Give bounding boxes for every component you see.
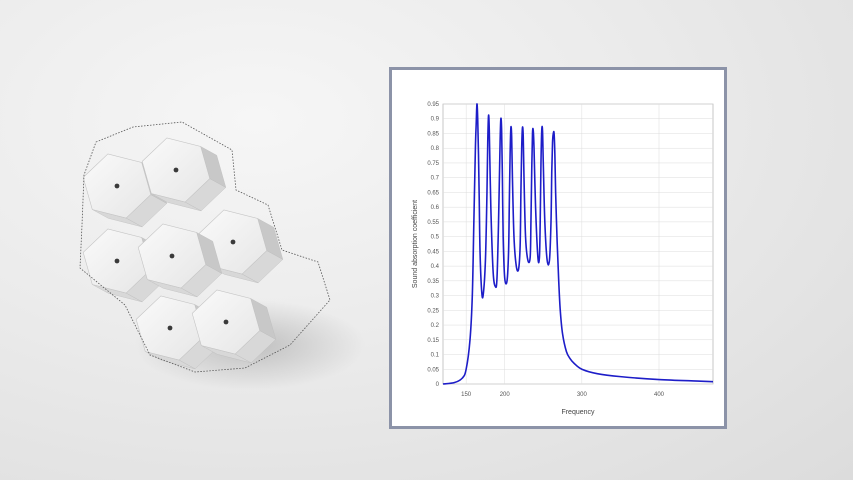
y-tick-label: 0.3 [431,294,440,300]
series-layer [442,103,714,385]
grid-lines [443,103,713,385]
tile-hole [169,253,175,259]
tile-hole [173,167,179,173]
y-tick-label: 0.2 [431,323,440,329]
absorption-chart: 0 0.05 0.1 0.15 0.2 0.25 0.3 0.35 0.4 0.45 0.5 0.55… [412,102,714,416]
y-tick-label: 0.75 [427,161,439,167]
y-axis-title: Sound absorption coefficient [412,200,419,288]
hexagonal-resonator-tiles [82,137,284,370]
x-axis-title: Frequency [561,409,595,416]
absorption-series-line [442,103,714,385]
y-tick-label: 0.9 [431,117,440,123]
tile-hole [114,258,120,264]
y-tick-label: 0.15 [427,338,439,344]
hex-tile-center [137,223,223,298]
chart-panel: 0 0.05 0.1 0.15 0.2 0.25 0.3 0.35 0.4 0.45 0.5 0.55… [389,67,727,429]
tile-hole [230,239,236,245]
y-tick-label: 0.7 [431,176,440,182]
x-tick-labels: 150 200 300 400 [461,392,665,398]
tile-hole [167,325,173,331]
y-tick-label: 0 [436,382,440,388]
y-tick-label: 0.6 [431,205,440,211]
y-tick-label: 0.35 [427,279,439,285]
y-tick-label: 0.45 [427,249,439,255]
y-tick-label: 0.95 [427,102,439,108]
tile-hole [223,319,229,325]
y-tick-label: 0.5 [431,235,440,241]
hex-tile-bottom-right [191,289,277,364]
y-tick-labels: 0 0.05 0.1 0.15 0.2 0.25 0.3 0.35 0.4 0.45 0.5 0.55… [427,102,439,388]
y-tick-label: 0.85 [427,131,439,137]
y-tick-label: 0.8 [431,146,440,152]
x-tick-label: 200 [500,392,511,398]
x-tick-label: 150 [461,392,472,398]
x-tick-label: 400 [654,392,665,398]
x-tick-label: 300 [577,392,588,398]
y-tick-label: 0.1 [431,353,440,359]
y-tick-label: 0.25 [427,308,439,314]
y-tick-label: 0.4 [431,264,440,270]
hex-tile-top-right [141,137,227,212]
y-tick-label: 0.55 [427,220,439,226]
y-tick-label: 0.65 [427,190,439,196]
tile-hole [114,183,120,189]
plot-area [442,103,714,385]
y-tick-label: 0.05 [427,367,439,373]
